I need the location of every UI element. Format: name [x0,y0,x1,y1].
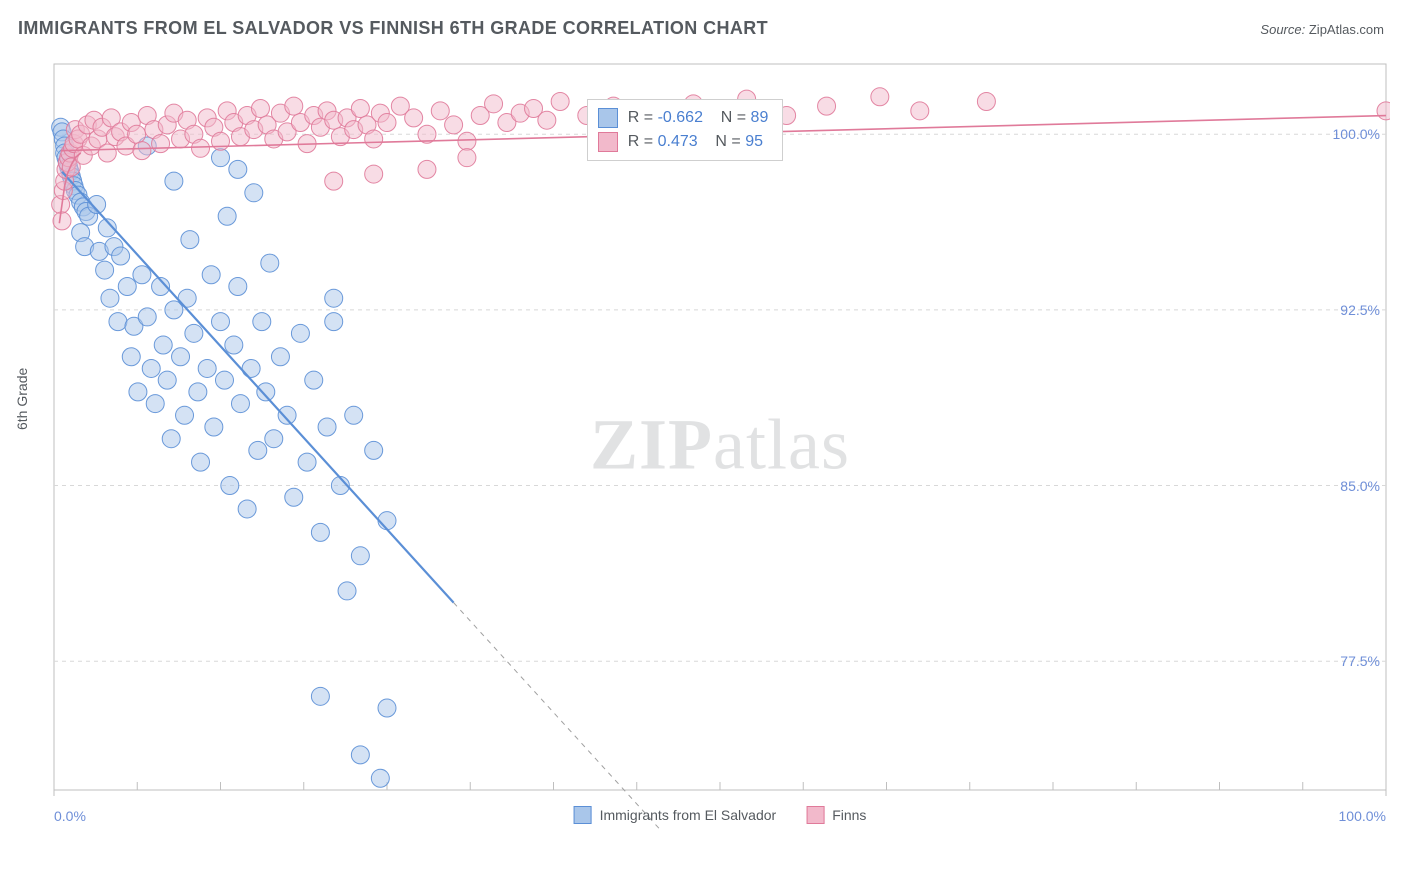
n-value-el-salvador: 89 [751,109,769,126]
x-tick-label: 100.0% [1339,808,1386,824]
legend-swatch-finns [806,806,824,824]
stats-swatch-el-salvador [598,108,618,128]
legend-label-el-salvador: Immigrants from El Salvador [600,807,777,823]
n-label: N = [721,109,751,126]
y-tick-label: 92.5% [1340,302,1380,318]
plot-area: ZIPatlas 100.0%92.5%85.0%77.5% 0.0%100.0… [50,60,1390,830]
legend-label-finns: Finns [832,807,866,823]
x-tick-label: 0.0% [54,808,86,824]
legend-swatch-el-salvador [574,806,592,824]
stats-row-finns: R = 0.473 N = 95 [598,130,769,154]
y-axis-label: 6th Grade [14,368,30,430]
n-value-finns: 95 [745,133,763,150]
y-tick-label: 85.0% [1340,478,1380,494]
stats-box: R = -0.662 N = 89 R = 0.473 N = 95 [587,99,784,161]
legend-item-el-salvador: Immigrants from El Salvador [574,806,777,824]
legend-item-finns: Finns [806,806,866,824]
r-label: R = [628,109,658,126]
stats-swatch-finns [598,132,618,152]
y-tick-label: 77.5% [1340,653,1380,669]
scatter-chart-svg [50,60,1390,830]
source-attribution: Source: ZipAtlas.com [1260,22,1384,37]
stats-row-el-salvador: R = -0.662 N = 89 [598,106,769,130]
n-label: N = [715,133,745,150]
source-value: ZipAtlas.com [1309,22,1384,37]
bottom-legend: Immigrants from El Salvador Finns [574,806,867,824]
chart-container: IMMIGRANTS FROM EL SALVADOR VS FINNISH 6… [0,0,1406,892]
r-label: R = [628,133,658,150]
y-tick-label: 100.0% [1333,126,1380,142]
r-value-finns: 0.473 [658,133,698,150]
r-value-el-salvador: -0.662 [658,109,703,126]
source-label: Source: [1260,22,1305,37]
chart-title: IMMIGRANTS FROM EL SALVADOR VS FINNISH 6… [18,18,768,39]
